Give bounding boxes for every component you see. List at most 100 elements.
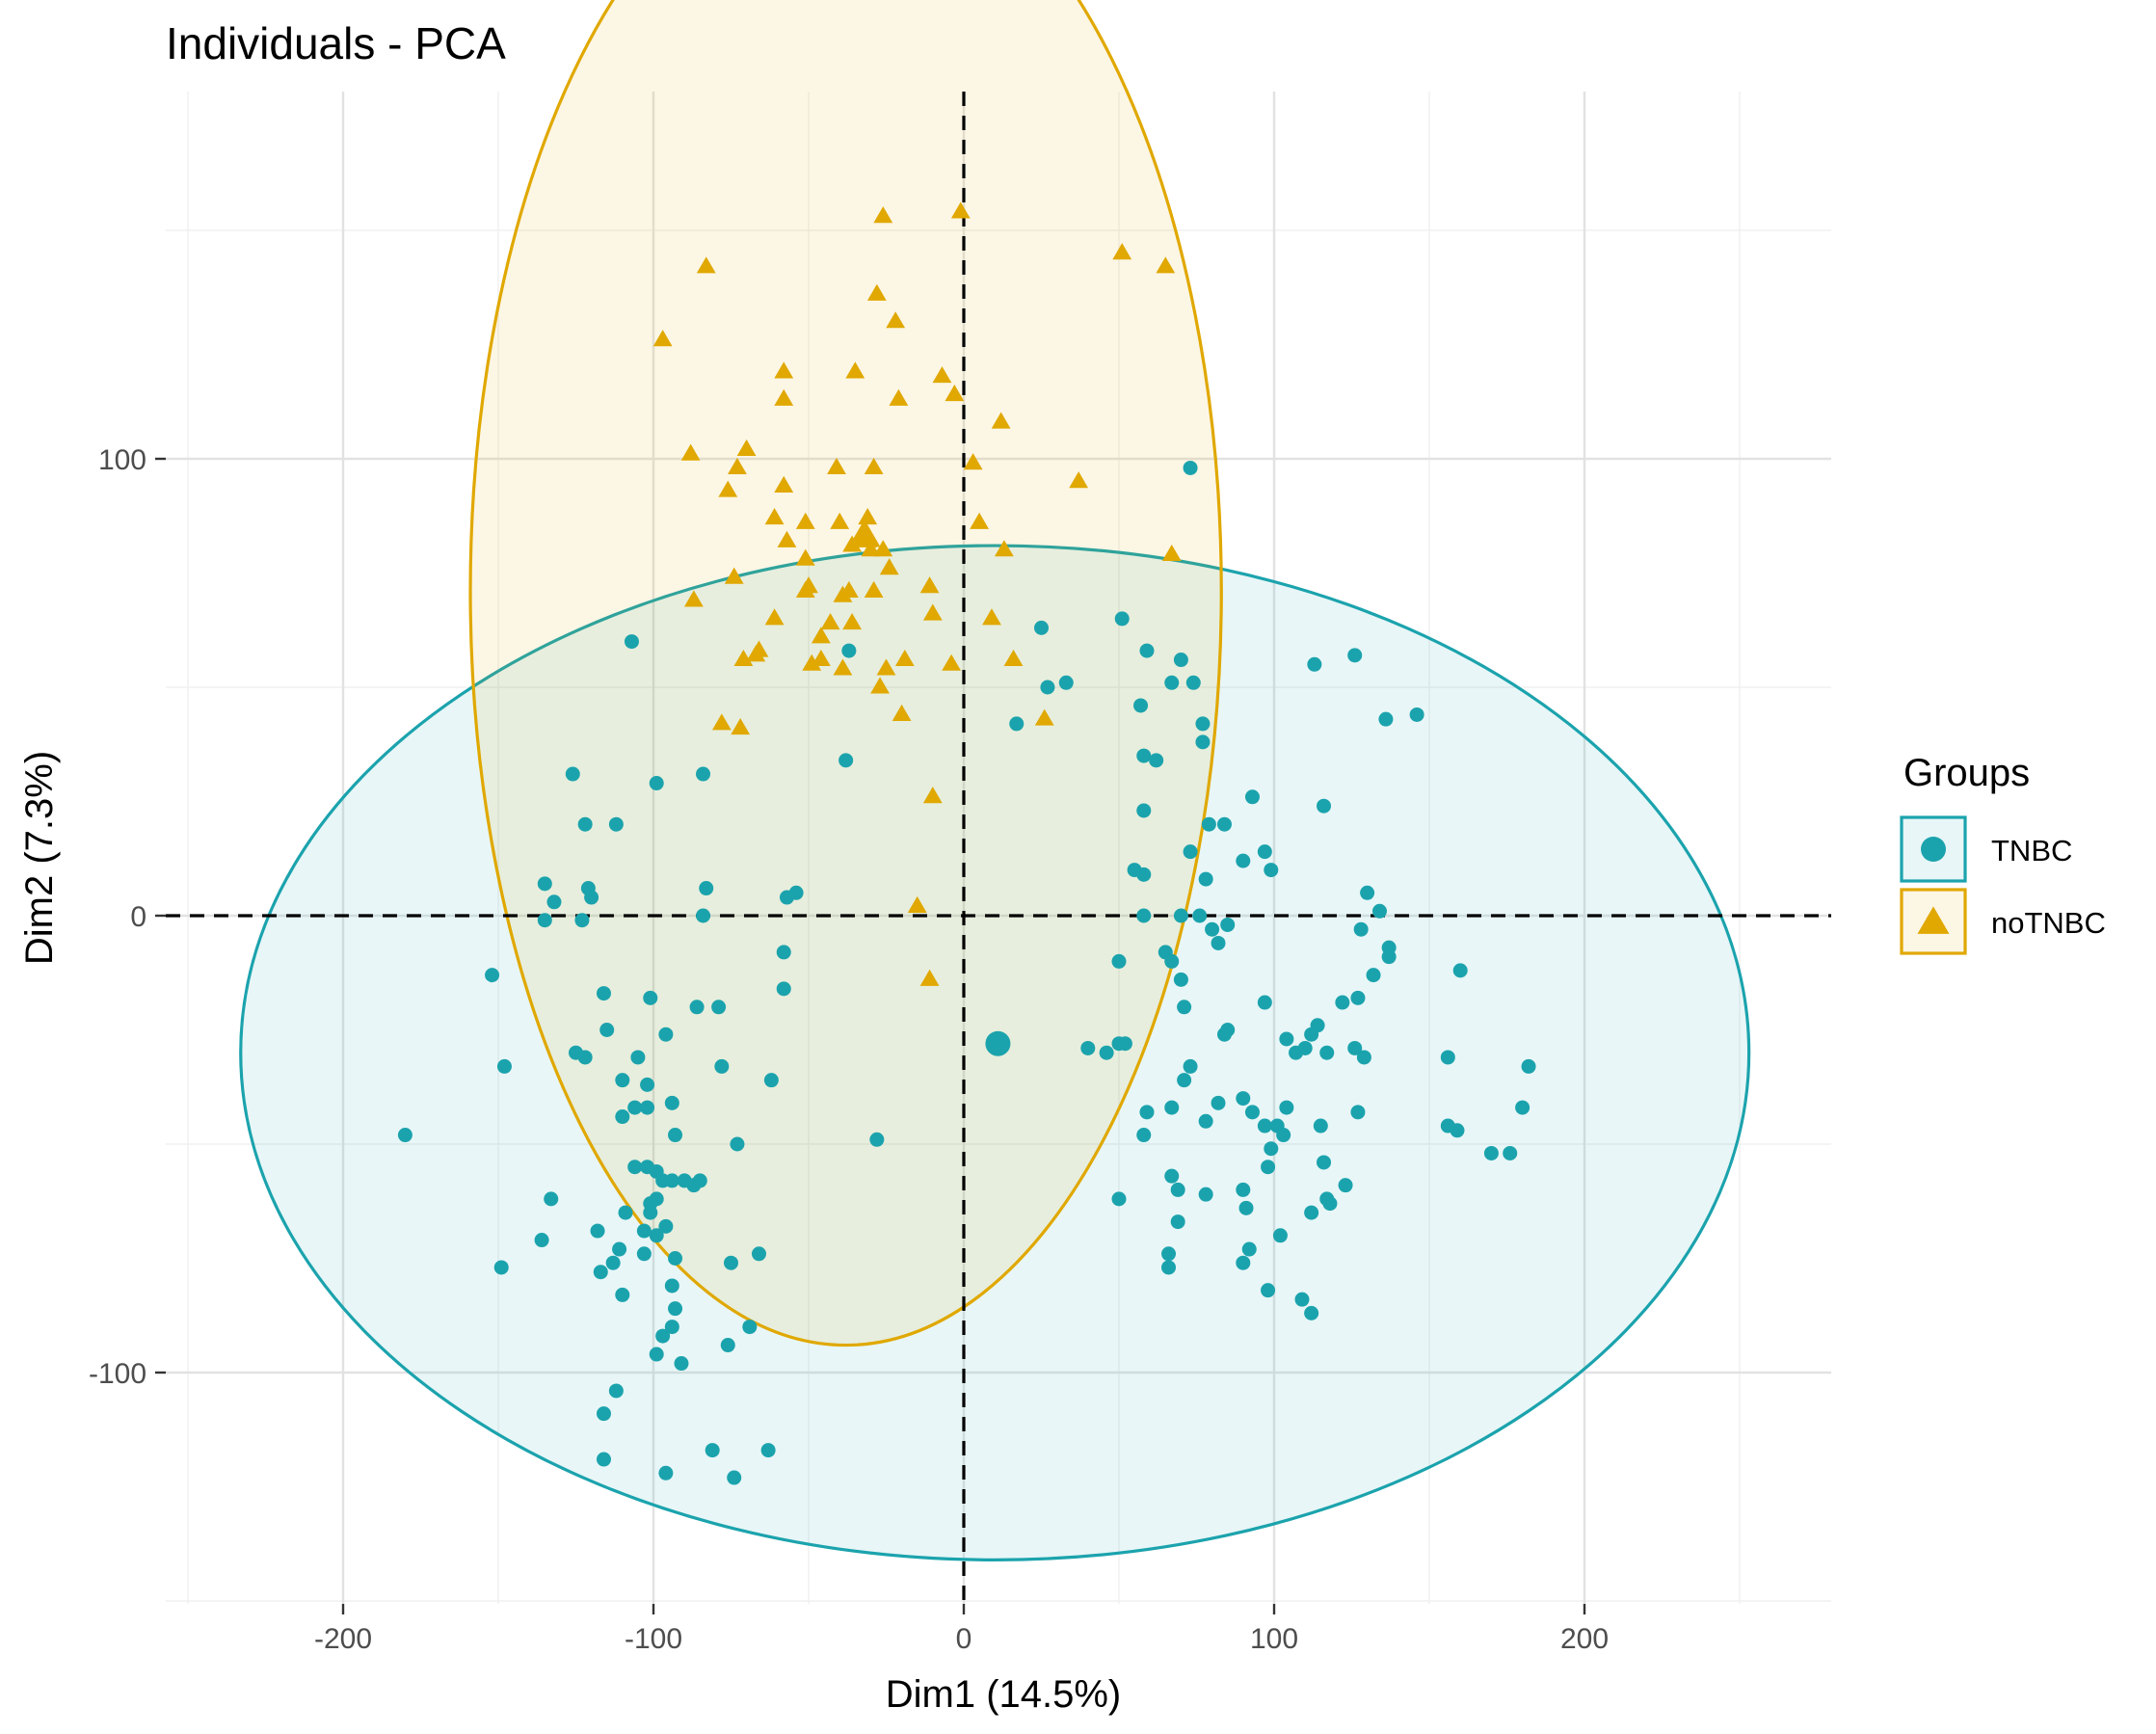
point-tnbc <box>763 1073 779 1088</box>
point-tnbc <box>1177 1000 1192 1015</box>
point-notnbc <box>838 580 859 598</box>
point-notnbc <box>922 787 943 804</box>
point-tnbc <box>668 1251 683 1266</box>
point-tnbc <box>1114 611 1130 627</box>
point-notnbc <box>680 443 701 461</box>
point-tnbc <box>1211 935 1226 950</box>
point-tnbc <box>1183 1058 1198 1074</box>
point-notnbc <box>833 658 853 676</box>
point-tnbc <box>714 1058 730 1074</box>
point-tnbc <box>1211 1095 1226 1110</box>
point-notnbc <box>733 649 754 667</box>
point-tnbc <box>1304 1305 1319 1321</box>
point-tnbc <box>1164 953 1180 969</box>
point-notnbc <box>811 649 831 667</box>
point-tnbc <box>1378 711 1394 727</box>
point-tnbc <box>485 968 500 983</box>
point-tnbc <box>1220 1023 1236 1037</box>
point-tnbc <box>751 1246 766 1262</box>
point-tnbc <box>1164 1100 1180 1115</box>
point-tnbc <box>649 1163 664 1179</box>
point-tnbc <box>640 1100 655 1115</box>
point-tnbc <box>1257 995 1272 1010</box>
point-notnbc <box>945 385 965 402</box>
legend-title: Groups <box>1903 752 2030 794</box>
legend-label-notnbc: noTNBC <box>1991 906 2106 940</box>
point-tnbc <box>649 1347 664 1362</box>
point-tnbc <box>841 643 857 658</box>
point-notnbc <box>861 540 881 557</box>
point-tnbc <box>1111 953 1127 969</box>
legend-key-circle <box>1921 837 1946 862</box>
point-tnbc <box>1244 1105 1260 1120</box>
point-tnbc <box>1177 1073 1192 1088</box>
legend-key-triangle <box>1917 906 1950 934</box>
point-notnbc <box>864 457 884 474</box>
point-tnbc <box>1216 816 1232 832</box>
point-tnbc <box>1261 1160 1276 1175</box>
point-tnbc <box>1322 1196 1338 1212</box>
point-notnbc <box>764 508 785 525</box>
point-notnbc <box>950 201 971 219</box>
point-tnbc <box>636 1246 652 1262</box>
point-tnbc <box>1236 853 1251 868</box>
point-notnbc <box>970 512 989 529</box>
point-tnbc <box>1238 1200 1254 1215</box>
point-tnbc <box>640 1077 655 1092</box>
point-tnbc <box>624 634 639 650</box>
point-tnbc <box>1366 968 1381 983</box>
chart-title: Individuals - PCA <box>166 18 506 68</box>
point-tnbc <box>869 1132 885 1147</box>
point-tnbc <box>1264 1141 1279 1157</box>
point-tnbc <box>1192 908 1208 923</box>
x-tick-label: 200 <box>1560 1623 1609 1655</box>
point-notnbc <box>774 388 794 406</box>
point-tnbc <box>537 876 552 892</box>
point-tnbc <box>664 1320 679 1335</box>
point-notnbc <box>1069 471 1089 489</box>
point-tnbc <box>1034 620 1049 635</box>
point-tnbc <box>1136 1128 1152 1143</box>
point-tnbc <box>630 1050 646 1065</box>
y-axis-title: Dim2 (7.3%) <box>18 751 61 965</box>
point-notnbc <box>1156 256 1176 274</box>
point-notnbc <box>830 512 850 529</box>
point-tnbc <box>649 1228 664 1243</box>
point-notnbc <box>696 256 716 274</box>
point-tnbc <box>1515 1100 1530 1115</box>
point-tnbc <box>1261 1283 1276 1298</box>
point-tnbc <box>627 1100 643 1115</box>
point-notnbc <box>795 580 815 598</box>
point-tnbc <box>608 816 624 832</box>
point-notnbc <box>1034 708 1054 726</box>
point-notnbc <box>683 590 704 607</box>
point-tnbc <box>1173 908 1188 923</box>
point-tnbc <box>544 1191 559 1207</box>
point-tnbc <box>493 1260 509 1275</box>
point-notnbc <box>728 457 747 474</box>
point-notnbc <box>870 677 890 694</box>
point-tnbc <box>565 766 580 782</box>
point-notnbc <box>811 627 831 644</box>
axes: -200 -100 0 100 200 -100 0 100 <box>89 444 1609 1655</box>
point-tnbc <box>668 1128 683 1143</box>
point-tnbc <box>615 1073 630 1088</box>
point-tnbc <box>1111 1036 1127 1052</box>
point-tnbc <box>1139 1105 1155 1120</box>
legend-label-tnbc: TNBC <box>1991 834 2072 867</box>
point-tnbc <box>1347 648 1363 663</box>
point-tnbc <box>1503 1145 1518 1160</box>
point-tnbc <box>1304 1205 1319 1220</box>
point-tnbc <box>1371 903 1387 919</box>
point-tnbc <box>1356 1050 1371 1065</box>
point-tnbc <box>1133 698 1149 713</box>
point-tnbc <box>1264 863 1279 878</box>
point-notnbc <box>963 453 983 470</box>
point-tnbc <box>730 1136 745 1152</box>
point-tnbc <box>596 1406 611 1422</box>
point-tnbc <box>1241 1241 1257 1257</box>
point-tnbc <box>788 885 804 900</box>
point-tnbc <box>1136 867 1152 882</box>
point-tnbc <box>1304 1027 1319 1042</box>
